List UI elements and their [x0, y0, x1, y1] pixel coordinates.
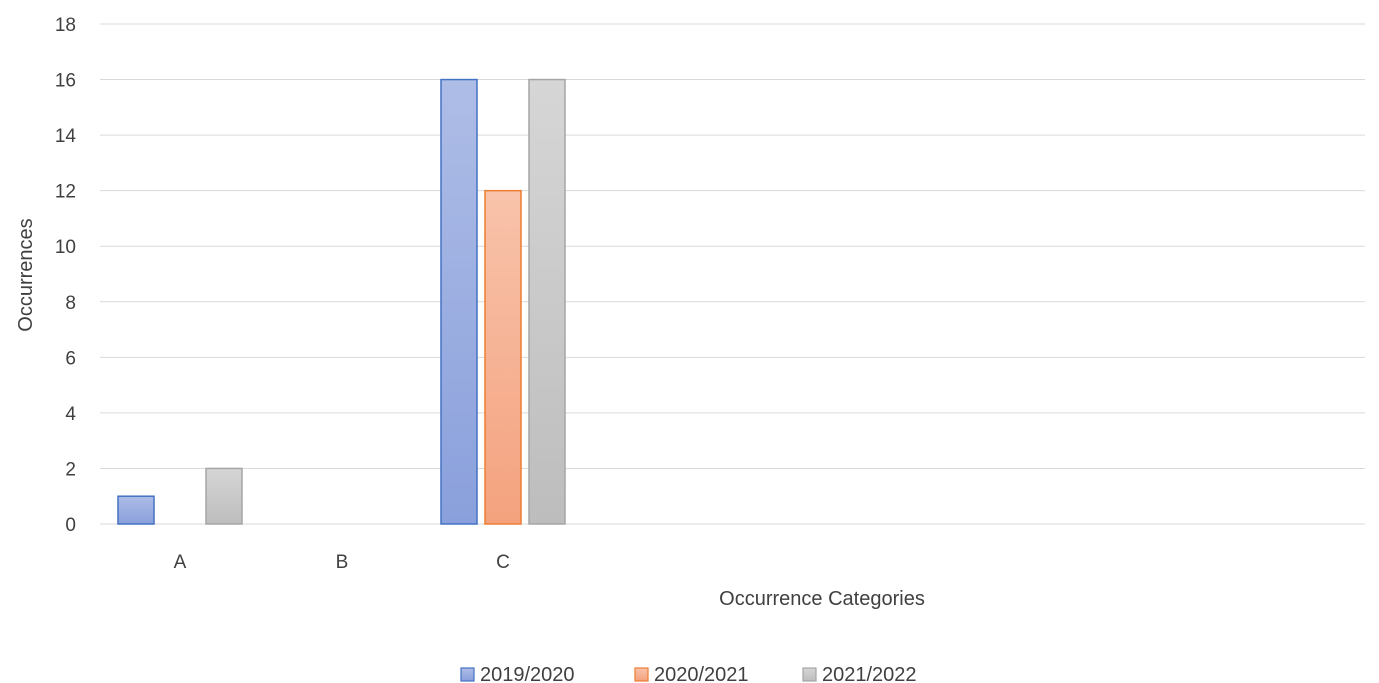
bars [117, 78, 566, 525]
y-tick-label: 12 [55, 182, 76, 203]
x-axis-ticks: A B C [174, 552, 510, 573]
y-tick-label: 0 [65, 515, 76, 536]
y-tick-label: 18 [55, 15, 76, 36]
x-tick-label: A [174, 552, 187, 573]
bar-a-2019-2020 [117, 495, 155, 525]
grid-lines [100, 23, 1365, 525]
legend-swatch [460, 667, 475, 682]
x-axis-title: Occurrence Categories [719, 588, 925, 610]
y-tick-label: 16 [55, 71, 76, 92]
bar-c-2020-2021 [484, 189, 522, 525]
legend-label: 2020/2021 [654, 664, 749, 683]
y-tick-label: 8 [65, 293, 76, 314]
bar-c-2019-2020 [440, 78, 478, 525]
legend-label: 2019/2020 [480, 664, 575, 683]
y-axis-ticks: 0 2 4 6 8 10 12 14 16 18 [55, 15, 77, 536]
x-tick-label: B [336, 552, 349, 573]
x-tick-label: C [496, 552, 510, 573]
y-tick-label: 10 [55, 237, 76, 258]
y-tick-label: 2 [65, 459, 76, 480]
y-tick-label: 14 [55, 126, 77, 147]
legend-label: 2021/2022 [822, 664, 917, 683]
y-tick-label: 6 [65, 348, 76, 369]
y-axis-title: Occurrences [15, 218, 37, 331]
bar-a-2021-2022 [205, 467, 243, 525]
legend: 2019/2020 2020/2021 2021/2022 [460, 664, 917, 683]
legend-swatch [802, 667, 817, 682]
y-tick-label: 4 [65, 404, 76, 425]
legend-swatch [634, 667, 649, 682]
bar-c-2021-2022 [528, 78, 566, 525]
